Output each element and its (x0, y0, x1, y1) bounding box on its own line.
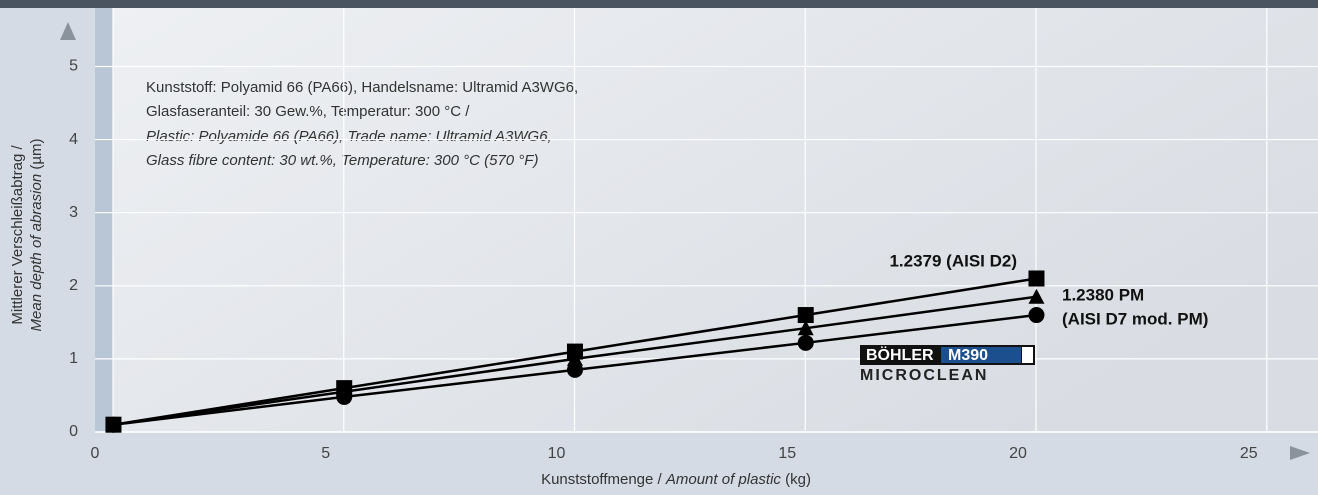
series-label: BÖHLER (866, 345, 934, 364)
x-label-part: Kunststoffmenge / (541, 471, 666, 488)
annotation-line: Plastic: Polyamide 66 (PA66), Trade name… (146, 128, 552, 145)
top-bar (0, 0, 1318, 8)
x-tick-label: 5 (321, 445, 330, 462)
brand-logo: BÖHLER M390 MICROCLEAN (860, 345, 1035, 384)
x-tick-label: 20 (1009, 445, 1027, 462)
marker (566, 350, 583, 366)
marker (797, 307, 814, 324)
x-tick-label: 0 (91, 445, 100, 462)
annotation-line: Glass fibre content: 30 wt.%, Temperatur… (146, 152, 538, 169)
series-label: M390 (948, 347, 988, 364)
annotation-line: Kunststoff: Polyamid 66 (PA66), Handelsn… (146, 79, 578, 96)
x-label-part: Amount of plastic (665, 471, 782, 488)
marker (797, 334, 814, 351)
series-label: (AISI D7 mod. PM) (1062, 309, 1208, 328)
y-wall (95, 8, 113, 432)
marker (1028, 288, 1045, 304)
x-arrow (1290, 446, 1310, 460)
x-tick-label: 25 (1240, 445, 1258, 462)
y-tick-label: 4 (69, 131, 78, 148)
marker (566, 361, 583, 378)
y-tick-label: 0 (69, 423, 78, 440)
y-tick-label: 1 (69, 350, 78, 367)
y-tick-label: 5 (69, 58, 78, 75)
marker (1028, 270, 1045, 287)
marker (1028, 307, 1045, 324)
x-axis-label: Kunststoffmenge / Amount of plastic (kg) (541, 471, 811, 488)
series-label: 1.2379 (AISI D2) (889, 251, 1017, 270)
logo-box (1022, 347, 1033, 363)
y-tick-label: 2 (69, 277, 78, 294)
marker (336, 388, 353, 405)
y-label-part: (µm) (28, 139, 45, 174)
x-label-part: (kg) (781, 471, 811, 488)
y-label-line: Mean depth of abrasion (µm) (28, 139, 45, 332)
y-axis-label: Mittlerer Verschleißabtrag / Mean depth … (9, 139, 45, 332)
annotation-line: Glasfaseranteil: 30 Gew.%, Temperatur: 3… (146, 103, 470, 120)
marker (105, 416, 122, 433)
logo-box (941, 347, 1021, 363)
x-tick-label: 10 (548, 445, 566, 462)
y-label-part: Mean depth of abrasion (28, 174, 45, 332)
plot-area (95, 8, 1318, 432)
y-label-line: Mittlerer Verschleißabtrag / (9, 145, 26, 325)
marker (797, 320, 814, 336)
x-tick-label: 15 (778, 445, 796, 462)
series-label: MICROCLEAN (860, 367, 988, 384)
y-arrow (60, 22, 76, 40)
series-label: 1.2380 PM (1062, 285, 1144, 304)
y-tick-label: 3 (69, 204, 78, 221)
